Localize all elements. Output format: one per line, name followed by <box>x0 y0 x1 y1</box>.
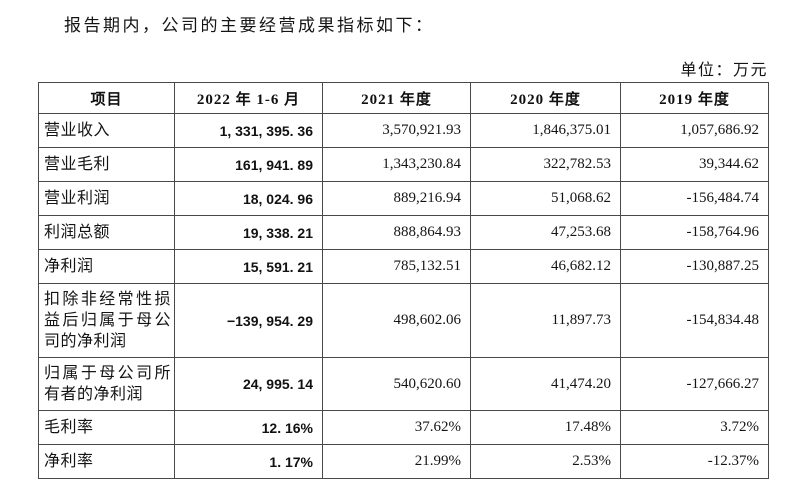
table-row: 营业收入 1, 331, 395. 36 3,570,921.93 1,846,375… <box>38 113 769 148</box>
row-label: 毛利率 <box>38 410 175 445</box>
value-cell: 1. 17% <box>174 444 323 479</box>
value-cell: 1, 331, 395. 36 <box>174 113 323 148</box>
table-row: 净利润 15, 591. 21 785,132.51 46,682.12 -130,88… <box>38 249 769 284</box>
value-cell: -158,764.96 <box>620 215 769 250</box>
row-label: 净利率 <box>38 444 175 479</box>
table-row: 毛利率 12. 16% 37.62% 17.48% 3.72% <box>38 410 769 445</box>
value-cell: 3,570,921.93 <box>322 113 471 148</box>
value-cell: 11,897.73 <box>470 283 621 358</box>
value-cell: 498,602.06 <box>322 283 471 358</box>
value-cell: 39,344.62 <box>620 147 769 182</box>
value-cell: -154,834.48 <box>620 283 769 358</box>
value-cell: -130,887.25 <box>620 249 769 284</box>
header-2022-h1: 2022 年 1-6 月 <box>174 82 323 114</box>
table-row: 扣除非经常性损益后归属于母公司的净利润 −139, 954. 29 498,602.… <box>38 283 769 358</box>
header-2020: 2020 年度 <box>470 82 621 114</box>
header-item-column: 项目 <box>38 82 175 114</box>
intro-text: 报告期内，公司的主要经营成果指标如下： <box>64 16 435 35</box>
value-cell: 37.62% <box>322 410 471 445</box>
row-label: 营业毛利 <box>38 147 175 182</box>
value-cell: 161, 941. 89 <box>174 147 323 182</box>
value-cell: -127,666.27 <box>620 357 769 411</box>
value-cell: 47,253.68 <box>470 215 621 250</box>
header-2019: 2019 年度 <box>620 82 769 114</box>
financial-table: 项目 2022 年 1-6 月 2021 年度 2020 年度 2019 年度 … <box>38 82 769 479</box>
value-cell: 19, 338. 21 <box>174 215 323 250</box>
value-cell: -12.37% <box>620 444 769 479</box>
value-cell: 24, 995. 14 <box>174 357 323 411</box>
value-cell: 41,474.20 <box>470 357 621 411</box>
value-cell: 322,782.53 <box>470 147 621 182</box>
value-cell: 18, 024. 96 <box>174 181 323 216</box>
value-cell: -156,484.74 <box>620 181 769 216</box>
value-cell: −139, 954. 29 <box>174 283 323 358</box>
value-cell: 17.48% <box>470 410 621 445</box>
value-cell: 1,343,230.84 <box>322 147 471 182</box>
value-cell: 46,682.12 <box>470 249 621 284</box>
row-label: 营业利润 <box>38 181 175 216</box>
value-cell: 21.99% <box>322 444 471 479</box>
value-cell: 540,620.60 <box>322 357 471 411</box>
value-cell: 12. 16% <box>174 410 323 445</box>
row-label: 归属于母公司所有者的净利润 <box>38 357 175 411</box>
value-cell: 51,068.62 <box>470 181 621 216</box>
unit-label: 单位：万元 <box>680 62 768 79</box>
table-row: 归属于母公司所有者的净利润 24, 995. 14 540,620.60 41,474… <box>38 357 769 411</box>
row-label: 净利润 <box>38 249 175 284</box>
table-row: 利润总额 19, 338. 21 888,864.93 47,253.68 -158,7… <box>38 215 769 250</box>
value-cell: 15, 591. 21 <box>174 249 323 284</box>
value-cell: 1,057,686.92 <box>620 113 769 148</box>
table-row: 营业利润 18, 024. 96 889,216.94 51,068.62 -156,4… <box>38 181 769 216</box>
value-cell: 889,216.94 <box>322 181 471 216</box>
table-row: 净利率 1. 17% 21.99% 2.53% -12.37% <box>38 444 769 479</box>
row-label: 扣除非经常性损益后归属于母公司的净利润 <box>38 283 175 358</box>
value-cell: 2.53% <box>470 444 621 479</box>
header-row: 项目 2022 年 1-6 月 2021 年度 2020 年度 2019 年度 <box>38 82 769 114</box>
header-2021: 2021 年度 <box>322 82 471 114</box>
value-cell: 888,864.93 <box>322 215 471 250</box>
table-body: 营业收入 1, 331, 395. 36 3,570,921.93 1,846,375… <box>38 113 769 479</box>
table-row: 营业毛利 161, 941. 89 1,343,230.84 322,782.53 39… <box>38 147 769 182</box>
value-cell: 1,846,375.01 <box>470 113 621 148</box>
value-cell: 785,132.51 <box>322 249 471 284</box>
value-cell: 3.72% <box>620 410 769 445</box>
row-label: 营业收入 <box>38 113 175 148</box>
row-label: 利润总额 <box>38 215 175 250</box>
